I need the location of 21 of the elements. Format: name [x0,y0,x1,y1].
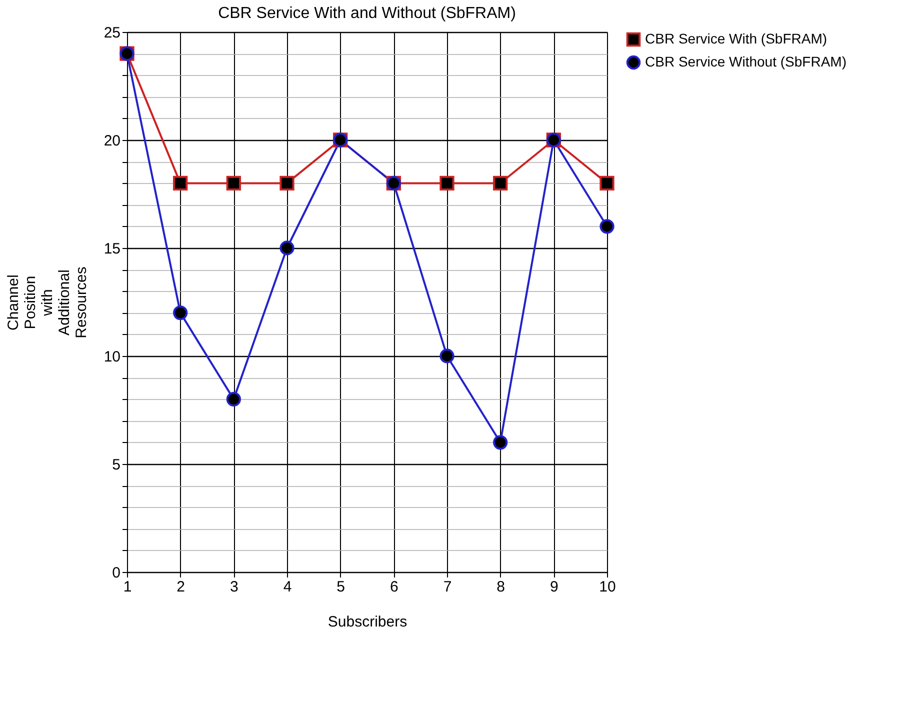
x-axis-title: Subscribers [328,614,408,630]
y-axis-title: Channel Position with Additional Resources [4,266,90,338]
x-tick-label: 8 [496,578,506,596]
chart-title: CBR Service With and Without (SbFRAM) [218,5,516,22]
x-tick-label: 5 [336,578,346,596]
x-tick-label: 3 [230,578,238,596]
x-tick-label: 6 [390,578,398,596]
y-tick-label: 20 [104,132,120,150]
x-tick-label: 9 [550,578,558,596]
legend-label: CBR Service Without (SbFRAM) [645,54,846,70]
x-tick-label: 1 [123,578,132,596]
x-tick-label: 10 [599,578,616,596]
y-tick-label: 10 [104,348,120,366]
y-tick-label: 25 [104,24,120,42]
y-tick-label: 0 [112,564,120,582]
x-tick-label: 7 [443,578,452,596]
x-tick-label: 2 [176,578,186,596]
legend-label: CBR Service With (SbFRAM) [645,30,828,46]
x-tick-label: 4 [283,578,292,596]
y-tick-label: 5 [112,456,120,474]
y-tick-label: 15 [104,240,120,258]
